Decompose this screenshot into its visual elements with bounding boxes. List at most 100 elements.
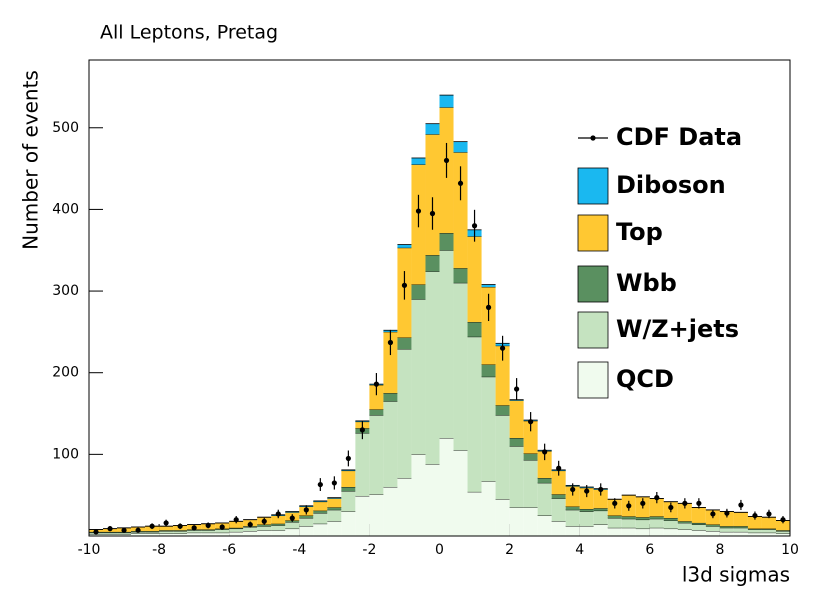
hist-bar [453, 282, 468, 451]
hist-bar [663, 528, 678, 536]
data-point [233, 517, 239, 523]
hist-bar [159, 533, 174, 536]
data-point [443, 157, 450, 164]
hist-bar [523, 453, 538, 461]
hist-bar [131, 533, 146, 536]
hist-bar [341, 470, 356, 488]
x-tick-label: 10 [781, 542, 799, 558]
hist-bar [159, 526, 174, 531]
legend-label: W/Z+jets [616, 315, 739, 343]
hist-bar [579, 487, 594, 510]
data-point [485, 304, 492, 310]
hist-bar [733, 527, 748, 532]
hist-bar [201, 532, 216, 536]
hist-bar [593, 508, 608, 511]
hist-bar [733, 512, 748, 527]
hist-bar [635, 517, 650, 520]
data-point [359, 427, 365, 433]
hist-bar [341, 511, 356, 536]
hist-bar [705, 526, 720, 532]
data-point [584, 488, 590, 494]
hist-bar [719, 511, 734, 527]
hist-bar [481, 481, 496, 536]
y-tick-label: 100 [52, 446, 79, 462]
data-point [163, 520, 169, 526]
hist-bar [229, 531, 244, 536]
hist-bar [775, 531, 790, 534]
data-point [261, 518, 267, 524]
hist-bar [481, 286, 496, 365]
hist-bar [145, 533, 160, 536]
hist-bar [551, 494, 566, 499]
hist-bar [607, 518, 622, 528]
plot-frame [88, 59, 791, 537]
hist-bar [467, 236, 482, 323]
hist-bar [579, 526, 594, 536]
hist-bar [173, 530, 188, 532]
hist-bar [355, 495, 370, 536]
hist-bar [397, 244, 412, 248]
hist-bar [593, 524, 608, 536]
hist-bar [271, 525, 286, 531]
y-tick-label: 200 [52, 365, 79, 381]
y-axis-label: Number of events [19, 70, 43, 250]
hist-bar [509, 399, 524, 401]
hist-bar [453, 152, 468, 269]
hist-bar [439, 95, 454, 108]
hist-bar [425, 271, 440, 465]
hist-bar [579, 509, 594, 512]
hist-bar [481, 284, 496, 287]
hist-bar [621, 527, 636, 536]
hist-bar [397, 337, 412, 350]
x-tick-label: -8 [152, 542, 166, 558]
hist-bar [453, 450, 468, 536]
legend-label: Diboson [616, 171, 726, 199]
data-point [373, 381, 380, 387]
y-tick-label: 400 [52, 201, 79, 217]
data-point [766, 511, 772, 517]
data-point [387, 339, 394, 346]
hist-bar [299, 518, 314, 527]
hist-bar [355, 433, 370, 496]
data-point [247, 521, 253, 528]
hist-bar [453, 268, 468, 283]
data-point [177, 523, 183, 529]
data-point [542, 449, 548, 455]
data-point [780, 517, 786, 523]
hist-bar [677, 522, 692, 530]
x-tick-label: -2 [362, 542, 376, 558]
data-point [107, 526, 113, 532]
data-point [471, 223, 478, 229]
x-tick-label: 0 [435, 542, 444, 558]
hist-bar [565, 506, 580, 510]
hist-bar [621, 516, 636, 519]
hist-bar [411, 157, 426, 165]
hist-bar [677, 521, 692, 523]
x-tick-label: -10 [78, 542, 101, 558]
hist-bar [271, 523, 286, 526]
hist-bar [439, 250, 454, 439]
hist-bar [733, 531, 748, 536]
hist-bar [719, 526, 734, 528]
hist-bar [117, 534, 132, 536]
hist-bar [453, 141, 468, 153]
hist-bar [397, 478, 412, 536]
hist-bar [649, 518, 664, 528]
data-point [528, 419, 534, 425]
hist-bar [733, 526, 748, 528]
hist-bar [327, 497, 342, 499]
hist-bar [369, 384, 384, 410]
hist-bar [775, 520, 790, 531]
hist-bar [313, 500, 328, 502]
hist-bar [145, 531, 160, 532]
hist-bar [579, 511, 594, 527]
hist-bar [747, 516, 762, 529]
data-point [457, 180, 464, 186]
hist-bar [551, 521, 566, 536]
hist-bar [173, 531, 188, 534]
hist-bar [775, 533, 790, 536]
hist-bar [607, 515, 622, 519]
data-point [93, 529, 99, 535]
hist-bar [187, 530, 202, 533]
data-point [724, 510, 730, 516]
